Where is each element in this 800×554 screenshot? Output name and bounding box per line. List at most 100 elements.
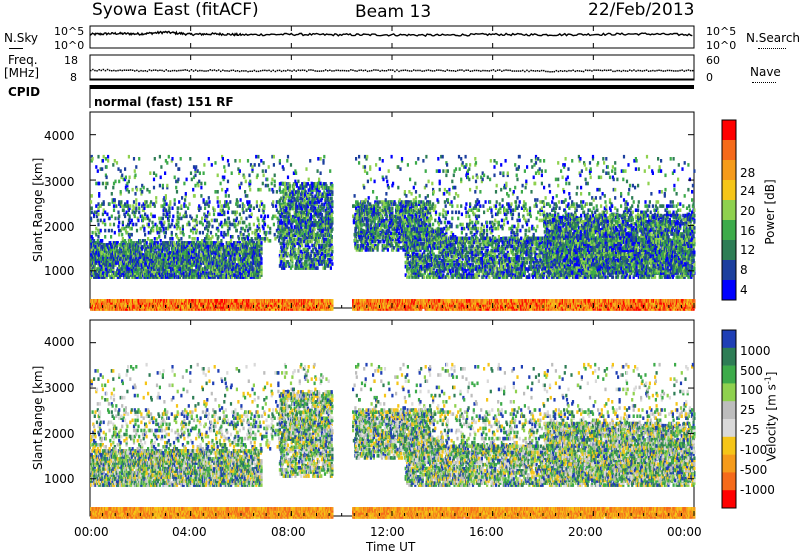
freq-point (442, 70, 444, 72)
freq-point (226, 70, 228, 72)
freq-point (136, 70, 138, 72)
freq-point (549, 71, 551, 73)
freq-point (692, 70, 694, 72)
freq-point (503, 70, 505, 72)
freq-point (619, 70, 621, 72)
freq-point (587, 70, 589, 72)
freq-point (298, 69, 300, 71)
freq-point (444, 71, 446, 73)
freq-point (275, 71, 277, 73)
freq-point (474, 70, 476, 72)
heatmap-cell (693, 299, 695, 303)
freq-point (688, 69, 690, 71)
freq-point (526, 70, 528, 72)
freq-point (201, 70, 203, 72)
freq-point (459, 69, 461, 71)
freq-point (629, 69, 631, 71)
freq-point (233, 70, 235, 72)
freq-point (570, 70, 572, 72)
freq-point (96, 70, 98, 72)
freq-point (631, 70, 633, 72)
freq-point (140, 70, 142, 72)
freq-point (606, 70, 608, 72)
freq-point (132, 70, 134, 72)
heatmap-cell (168, 247, 170, 251)
freq-point (421, 70, 423, 72)
freq-point (468, 70, 470, 72)
freq-point (684, 70, 686, 72)
freq-point (317, 70, 319, 72)
freq-point (556, 70, 558, 72)
freq-point (669, 70, 671, 72)
freq-point (440, 70, 442, 72)
freq-point (644, 70, 646, 72)
freq-point (373, 69, 375, 71)
freq-point (484, 70, 486, 72)
freq-point (478, 70, 480, 72)
freq-point (461, 69, 463, 71)
freq-point (147, 71, 149, 73)
freq-point (329, 70, 331, 72)
freq-point (663, 70, 665, 72)
freq-point (558, 71, 560, 73)
freq-point (134, 70, 136, 72)
freq-point (258, 71, 260, 73)
freq-point (432, 70, 434, 72)
freq-point (598, 69, 600, 71)
freq-point (170, 70, 172, 72)
freq-point (621, 71, 623, 73)
freq-point (539, 70, 541, 72)
freq-point (145, 70, 147, 72)
freq-point (98, 69, 100, 71)
freq-point (543, 70, 545, 72)
freq-point (604, 69, 606, 71)
freq-point (155, 69, 157, 71)
freq-point (168, 70, 170, 72)
freq-point (426, 70, 428, 72)
freq-point (90, 70, 92, 72)
freq-point (207, 70, 209, 72)
freq-point (153, 69, 155, 71)
freq-point (646, 69, 648, 71)
freq-point (524, 71, 526, 73)
freq-point (342, 70, 344, 72)
freq-point (413, 69, 415, 71)
freq-point (266, 70, 268, 72)
freq-point (340, 70, 342, 72)
freq-point (119, 69, 121, 71)
freq-point (254, 70, 256, 72)
freq-point (323, 70, 325, 72)
freq-point (252, 71, 254, 73)
freq-point (111, 70, 113, 72)
freq-point (658, 70, 660, 72)
freq-point (419, 70, 421, 72)
freq-point (434, 70, 436, 72)
freq-point (157, 70, 159, 72)
freq-point (176, 70, 178, 72)
freq-point (614, 71, 616, 73)
freq-point (220, 71, 222, 73)
freq-point (199, 70, 201, 72)
freq-point (210, 69, 212, 71)
freq-point (138, 71, 140, 73)
freq-point (365, 70, 367, 72)
freq-point (635, 70, 637, 72)
freq-point (289, 70, 291, 72)
freq-point (449, 70, 451, 72)
freq-point (522, 70, 524, 72)
freq-point (310, 69, 312, 71)
freq-point (241, 70, 243, 72)
heatmap-cell (116, 245, 118, 249)
freq-point (489, 70, 491, 72)
freq-point (268, 70, 270, 72)
freq-point (191, 69, 193, 71)
freq-point (505, 69, 507, 71)
freq-point (554, 71, 556, 73)
freq-point (660, 70, 662, 72)
freq-point (562, 71, 564, 73)
freq-point (581, 71, 583, 73)
freq-point (593, 69, 595, 71)
freq-point (453, 70, 455, 72)
freq-point (182, 70, 184, 72)
